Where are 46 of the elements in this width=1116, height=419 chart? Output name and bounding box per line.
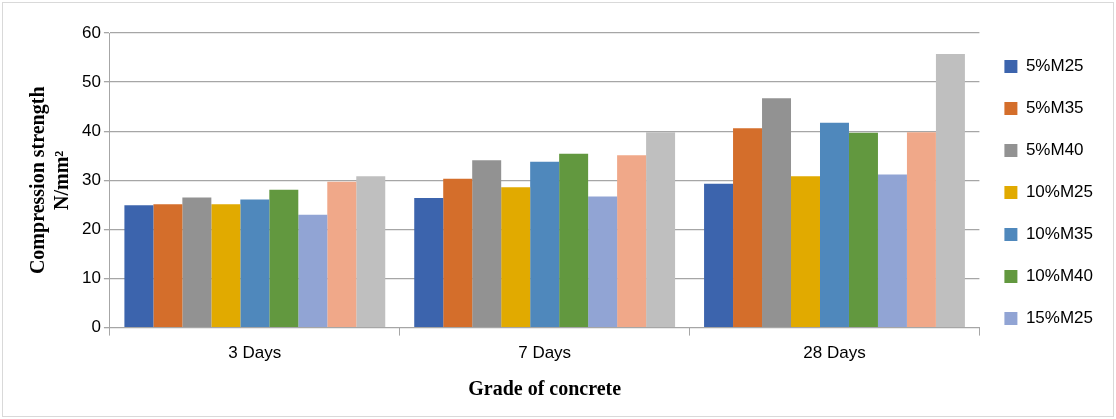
bar	[588, 196, 618, 327]
bar	[820, 122, 849, 327]
bar	[559, 153, 589, 327]
bar	[124, 205, 154, 327]
bar	[501, 187, 531, 327]
y-tick-label: 50	[81, 71, 101, 91]
bar	[182, 197, 212, 327]
bar	[704, 183, 734, 327]
bar	[269, 189, 299, 327]
bar	[646, 132, 676, 327]
bar	[443, 178, 473, 327]
x-tick-label: 28 Days	[803, 343, 866, 363]
y-axis-title: Compression strength N/mm²	[26, 86, 73, 275]
legend-label: 5%M25	[1025, 56, 1084, 76]
legend-label: 10%M40	[1025, 266, 1094, 286]
bar	[327, 181, 357, 327]
bar	[733, 128, 763, 327]
bar	[240, 199, 270, 327]
legend-label: 5%M40	[1025, 140, 1084, 160]
bar	[530, 161, 560, 327]
bar	[414, 197, 444, 327]
bar	[617, 155, 647, 327]
bar	[906, 132, 936, 327]
x-tick-label: 7 Days	[518, 343, 572, 363]
bar	[356, 176, 386, 327]
y-tick-label: 10	[81, 268, 101, 288]
bar	[472, 160, 502, 327]
bar	[848, 132, 878, 327]
bar	[298, 214, 328, 327]
bar	[935, 54, 965, 327]
legend-label: 10%M35	[1025, 224, 1094, 244]
legend-label: 5%M35	[1025, 98, 1084, 118]
y-tick-label: 20	[81, 219, 101, 239]
y-tick-label: 40	[81, 120, 101, 140]
y-tick-label: 0	[91, 317, 101, 337]
x-axis-title: Grade of concrete	[468, 377, 622, 400]
y-tick-label: 30	[81, 169, 101, 189]
bar	[791, 176, 820, 327]
legend-label: 15%M25	[1025, 308, 1094, 328]
bar	[153, 204, 183, 327]
y-tick-label: 60	[81, 22, 101, 42]
x-tick-label: 3 Days	[228, 343, 282, 363]
bar	[877, 174, 907, 327]
bar	[762, 98, 792, 327]
legend-label: 10%M25	[1025, 182, 1094, 202]
bar	[211, 204, 241, 327]
